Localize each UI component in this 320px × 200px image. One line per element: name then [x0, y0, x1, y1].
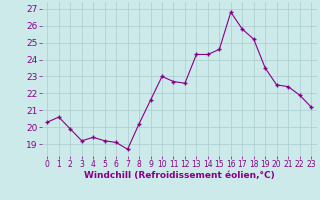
X-axis label: Windchill (Refroidissement éolien,°C): Windchill (Refroidissement éolien,°C) [84, 171, 275, 180]
